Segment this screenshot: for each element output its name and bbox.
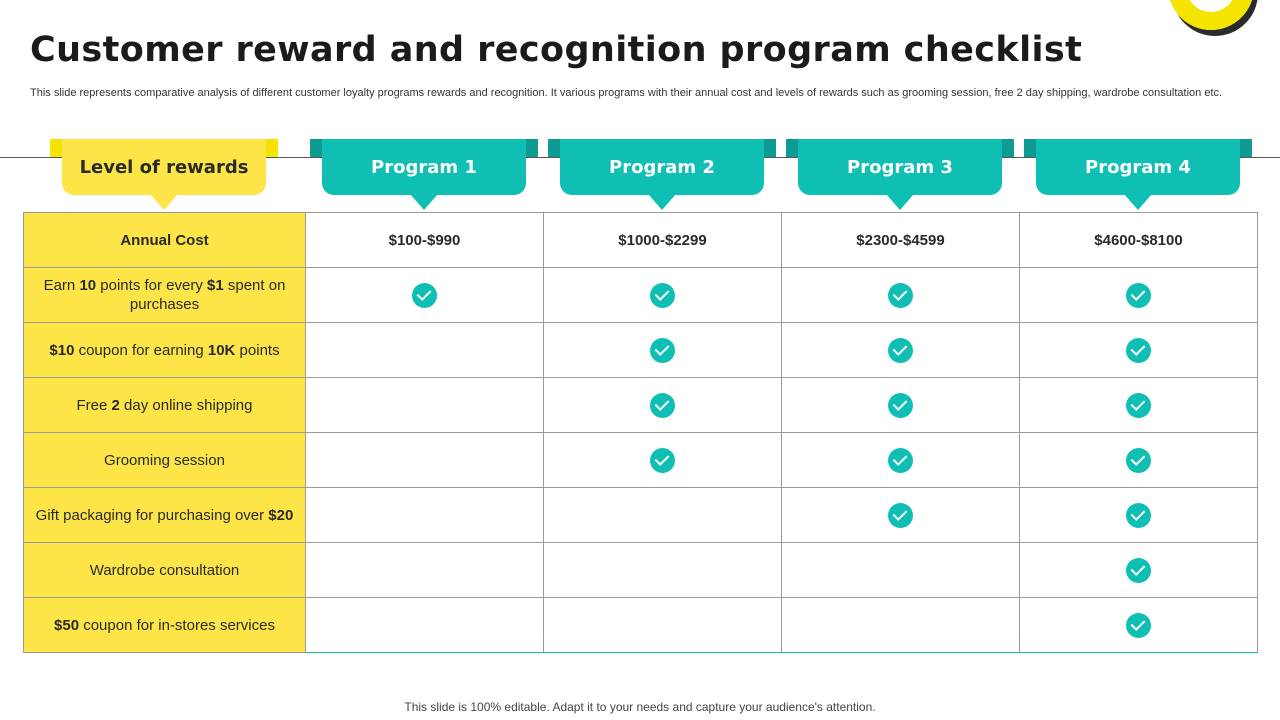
annual-cost-cell: $4600-$8100: [1019, 212, 1258, 268]
check-circle-icon: [888, 447, 913, 473]
check-circle-icon: [650, 282, 675, 308]
footer-note: This slide is 100% editable. Adapt it to…: [404, 700, 876, 714]
program-4-header: Program 4: [1024, 139, 1252, 210]
checked-cell: [781, 322, 1020, 378]
checked-cell: [543, 267, 782, 323]
check-circle-icon: [650, 337, 675, 363]
reward-level-label: $10 coupon for earning 10K points: [23, 322, 306, 378]
checked-cell: [781, 377, 1020, 433]
checked-cell: [543, 322, 782, 378]
reward-level-label: Wardrobe consultation: [23, 542, 306, 598]
empty-cell: [305, 597, 544, 653]
check-circle-icon: [888, 282, 913, 308]
table-row: Free 2 day online shipping: [23, 377, 1258, 433]
check-circle-icon: [650, 392, 675, 418]
program-1-header: Program 1: [310, 139, 538, 210]
reward-level-label: Earn 10 points for every $1 spent on pur…: [23, 267, 306, 323]
check-circle-icon: [1126, 612, 1151, 638]
reward-level-label: $50 coupon for in-stores services: [23, 597, 306, 653]
program-4-label: Program 4: [1036, 139, 1240, 195]
check-circle-icon: [412, 282, 437, 308]
checked-cell: [781, 487, 1020, 543]
check-circle-icon: [888, 502, 913, 528]
empty-cell: [305, 322, 544, 378]
reward-level-label: Annual Cost: [23, 212, 306, 268]
check-circle-icon: [1126, 392, 1151, 418]
page-subtitle: This slide represents comparative analys…: [30, 87, 1223, 99]
checked-cell: [1019, 377, 1258, 433]
checked-cell: [1019, 542, 1258, 598]
table-row: Wardrobe consultation: [23, 542, 1258, 598]
level-of-rewards-header: Level of rewards: [50, 139, 278, 210]
reward-level-label: Grooming session: [23, 432, 306, 488]
program-2-header: Program 2: [548, 139, 776, 210]
checked-cell: [1019, 267, 1258, 323]
annual-cost-cell: $2300-$4599: [781, 212, 1020, 268]
empty-cell: [305, 487, 544, 543]
checked-cell: [781, 432, 1020, 488]
table-row: $10 coupon for earning 10K points: [23, 322, 1258, 378]
rewards-comparison-table: Annual Cost $100-$990 $1000-$2299 $2300-$45…: [23, 212, 1258, 653]
check-circle-icon: [1126, 282, 1151, 308]
table-row: Annual Cost $100-$990 $1000-$2299 $2300-$45…: [23, 212, 1258, 268]
table-row: Gift packaging for purchasing over $20: [23, 487, 1258, 543]
check-circle-icon: [1126, 447, 1151, 473]
checked-cell: [1019, 432, 1258, 488]
annual-cost-cell: $1000-$2299: [543, 212, 782, 268]
checked-cell: [1019, 322, 1258, 378]
empty-cell: [781, 597, 1020, 653]
check-circle-icon: [650, 447, 675, 473]
check-circle-icon: [1126, 337, 1151, 363]
table-row: $50 coupon for in-stores services: [23, 597, 1258, 653]
program-3-header: Program 3: [786, 139, 1014, 210]
check-circle-icon: [888, 337, 913, 363]
table-row: Earn 10 points for every $1 spent on pur…: [23, 267, 1258, 323]
checked-cell: [305, 267, 544, 323]
check-circle-icon: [1126, 502, 1151, 528]
program-2-label: Program 2: [560, 139, 764, 195]
program-1-label: Program 1: [322, 139, 526, 195]
program-3-label: Program 3: [798, 139, 1002, 195]
empty-cell: [305, 432, 544, 488]
empty-cell: [781, 542, 1020, 598]
empty-cell: [543, 542, 782, 598]
table-row: Grooming session: [23, 432, 1258, 488]
empty-cell: [543, 487, 782, 543]
checked-cell: [543, 377, 782, 433]
check-circle-icon: [888, 392, 913, 418]
checked-cell: [781, 267, 1020, 323]
empty-cell: [543, 597, 782, 653]
empty-cell: [305, 542, 544, 598]
check-circle-icon: [1126, 557, 1151, 583]
page-title: Customer reward and recognition program …: [30, 30, 1083, 70]
empty-cell: [305, 377, 544, 433]
checked-cell: [543, 432, 782, 488]
reward-level-label: Free 2 day online shipping: [23, 377, 306, 433]
reward-level-label: Gift packaging for purchasing over $20: [23, 487, 306, 543]
annual-cost-cell: $100-$990: [305, 212, 544, 268]
decorative-ring-icon: [1168, 0, 1254, 30]
checked-cell: [1019, 597, 1258, 653]
checked-cell: [1019, 487, 1258, 543]
level-of-rewards-label: Level of rewards: [62, 139, 266, 195]
